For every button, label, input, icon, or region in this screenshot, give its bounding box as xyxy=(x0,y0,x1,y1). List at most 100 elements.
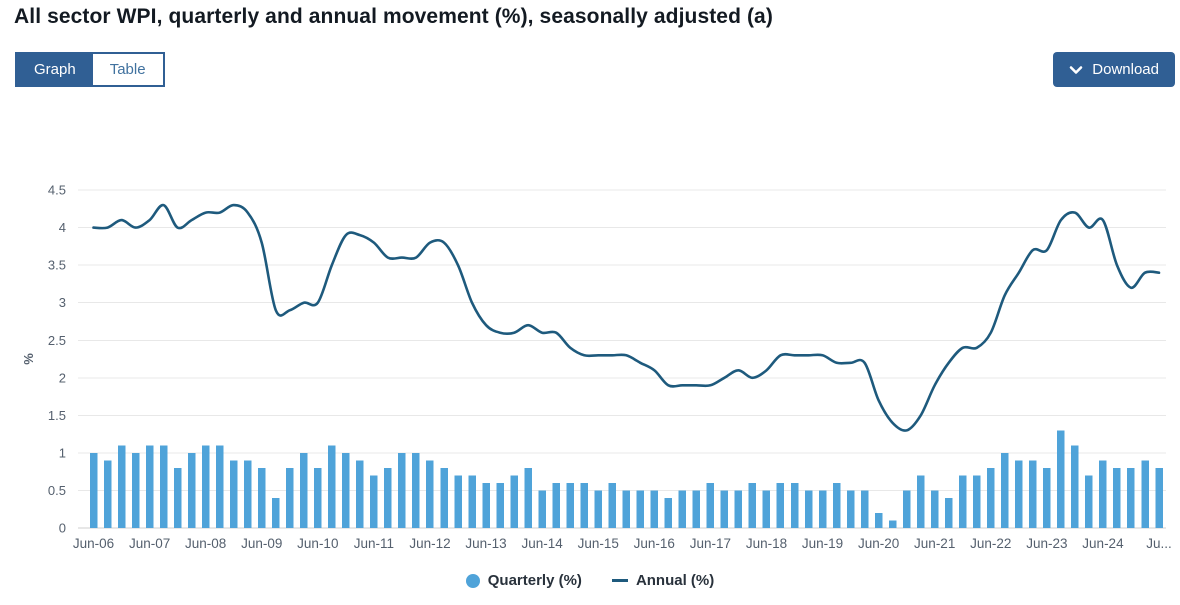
quarterly-bar xyxy=(286,467,294,528)
quarterly-bar xyxy=(902,490,911,528)
x-tick-label: Jun-17 xyxy=(690,536,731,551)
tab-graph[interactable]: Graph xyxy=(17,54,93,85)
x-tick-label: Jun-15 xyxy=(578,536,619,551)
quarterly-bar xyxy=(622,490,631,528)
quarterly-bar xyxy=(1043,467,1051,528)
quarterly-bar xyxy=(328,445,336,528)
quarterly-bar xyxy=(370,475,378,528)
quarterly-bar xyxy=(748,482,757,528)
page-title: All sector WPI, quarterly and annual mov… xyxy=(14,5,773,28)
quarterly-bar xyxy=(1141,460,1149,528)
quarterly-bar xyxy=(1113,467,1121,528)
quarterly-bar xyxy=(1127,467,1135,528)
quarterly-bar xyxy=(1015,460,1023,528)
quarterly-bar xyxy=(888,520,897,528)
chevron-down-icon xyxy=(1069,65,1083,75)
x-tick-label: Jun-11 xyxy=(354,536,394,551)
quarterly-bar xyxy=(832,482,841,528)
y-tick-label: 2.5 xyxy=(48,333,66,348)
quarterly-bar xyxy=(916,475,925,528)
quarterly-bar xyxy=(117,445,126,528)
annual-series-label: Annual (%) xyxy=(635,572,715,589)
chart-canvas: 0 0.5 1 1.5 2 2.5 3 3.5 4 4.5% Jun-06 Jun-07 Jun-08 J… xyxy=(21,183,1172,551)
legend-item-quarterly[interactable]: Quarterly (%) xyxy=(465,572,582,589)
quarterly-bar xyxy=(566,482,574,528)
quarterly-bar xyxy=(538,490,546,528)
quarterly-bar xyxy=(89,452,98,528)
quarterly-bar xyxy=(187,452,196,528)
y-tick-label: 4.5 xyxy=(48,183,66,198)
quarterly-bar xyxy=(958,475,967,528)
quarterly-bar xyxy=(874,512,883,528)
x-tick-label: Jun-20 xyxy=(858,536,899,551)
quarterly-bar xyxy=(243,460,252,528)
x-tick-label: Jun-09 xyxy=(241,536,282,551)
quarterly-bar xyxy=(664,497,673,528)
quarterly-bar xyxy=(762,490,771,528)
chart-legend: Quarterly (%) Annual (%) xyxy=(0,572,1180,589)
quarterly-bar xyxy=(608,482,616,528)
quarterly-bar xyxy=(678,490,687,528)
quarterly-bar xyxy=(860,490,869,528)
quarterly-bar xyxy=(272,497,280,528)
x-tick-label: Jun-18 xyxy=(746,536,787,551)
quarterly-bar xyxy=(229,460,238,528)
quarterly-bar xyxy=(930,490,939,528)
y-tick-label: 2 xyxy=(59,370,66,385)
quarterly-bar xyxy=(1071,445,1079,528)
quarterly-bar xyxy=(103,460,112,528)
quarterly-bar xyxy=(944,497,953,528)
quarterly-bar xyxy=(650,490,659,528)
download-button[interactable]: Download xyxy=(1053,52,1175,87)
quarterly-series-label: Quarterly (%) xyxy=(487,572,582,589)
quarterly-bar xyxy=(987,467,995,528)
quarterly-bar xyxy=(594,490,602,528)
quarterly-bar xyxy=(580,482,588,528)
y-tick-label: 0.5 xyxy=(48,483,66,498)
x-tick-label: Jun-08 xyxy=(185,536,226,551)
quarterly-bar xyxy=(1001,452,1009,528)
quarterly-bar xyxy=(482,482,490,528)
legend-item-annual[interactable]: Annual (%) xyxy=(611,572,715,589)
quarterly-bar xyxy=(1099,460,1107,528)
x-tick-label: Jun-12 xyxy=(409,536,450,551)
y-tick-label: 4 xyxy=(59,220,66,235)
quarterly-bar xyxy=(776,482,785,528)
x-tick-label: Jun-07 xyxy=(129,536,170,551)
x-tick-label: Jun-06 xyxy=(73,536,114,551)
quarterly-bar xyxy=(1057,430,1065,528)
quarterly-bar xyxy=(636,490,645,528)
x-tick-label: Jun-19 xyxy=(802,536,843,551)
quarterly-bar xyxy=(706,482,715,528)
quarterly-bar xyxy=(818,490,827,528)
x-tick-label: Ju... xyxy=(1146,536,1172,551)
quarterly-bar xyxy=(159,445,168,528)
quarterly-bar xyxy=(314,467,322,528)
y-tick-label: 1 xyxy=(59,445,66,460)
x-tick-label: Jun-22 xyxy=(970,536,1011,551)
quarterly-bar xyxy=(973,475,981,528)
quarterly-bar xyxy=(720,490,729,528)
quarterly-bar xyxy=(496,482,504,528)
quarterly-series-marker xyxy=(465,573,480,588)
quarterly-bar xyxy=(804,490,813,528)
tab-table[interactable]: Table xyxy=(92,54,163,85)
x-tick-label: Jun-21 xyxy=(914,536,955,551)
quarterly-bar xyxy=(384,467,392,528)
quarterly-bar xyxy=(257,467,266,528)
quarterly-bar xyxy=(145,445,154,528)
quarterly-bar xyxy=(412,452,420,528)
y-tick-label: 3 xyxy=(59,295,66,310)
quarterly-bar xyxy=(215,445,224,528)
quarterly-bar xyxy=(1155,467,1163,528)
x-tick-label: Jun-16 xyxy=(634,536,675,551)
wpi-chart: 0 0.5 1 1.5 2 2.5 3 3.5 4 4.5% Jun-06 Jun-07 Jun-08 J… xyxy=(0,160,1180,560)
download-label: Download xyxy=(1092,61,1159,78)
quarterly-bar xyxy=(790,482,799,528)
quarterly-bar xyxy=(734,490,743,528)
quarterly-bar xyxy=(524,467,532,528)
quarterly-bar xyxy=(1085,475,1093,528)
y-axis-title: % xyxy=(21,353,36,365)
y-tick-label: 0 xyxy=(59,521,66,536)
quarterly-bar xyxy=(1029,460,1037,528)
